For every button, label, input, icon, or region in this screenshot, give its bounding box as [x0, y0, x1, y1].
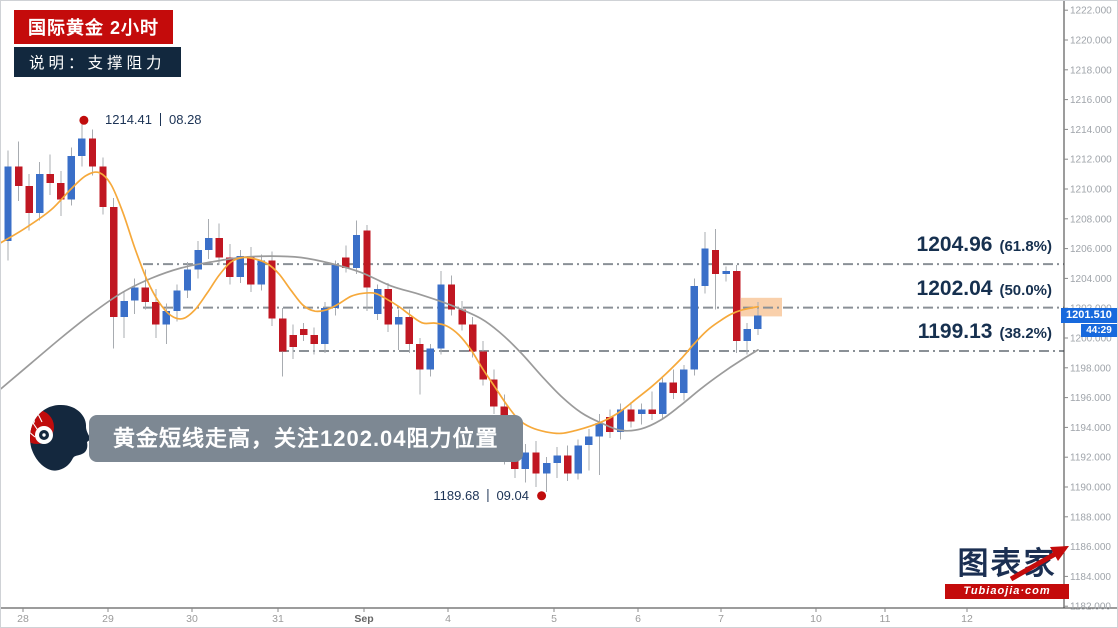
low-date: 09.04 [496, 488, 529, 503]
headline-banner: 黄金短线走高，关注1202.04阻力位置 [89, 415, 523, 462]
swing-high-annotation: 1214.41 08.28 [105, 111, 202, 129]
svg-text:29: 29 [102, 613, 114, 625]
svg-text:1208.000: 1208.000 [1070, 214, 1112, 225]
svg-text:5: 5 [551, 613, 557, 625]
fib-price: 1202.04 [916, 277, 993, 300]
y-axis-labels: 1222.000 1220.000 1218.000 1216.000 1214.000… [1064, 6, 1112, 613]
ma-slow-line [1, 255, 759, 432]
last-price-tag: 1201.510 [1061, 308, 1117, 323]
fib-price: 1199.13 [917, 320, 993, 343]
svg-text:Sep: Sep [354, 613, 373, 625]
analyst-avatar [30, 404, 92, 471]
svg-text:1182.000: 1182.000 [1070, 602, 1111, 613]
ma-fast-line [1, 171, 759, 435]
divider [487, 489, 489, 502]
instrument-timeframe-badge: 国际黄金 2小时 [14, 10, 174, 44]
svg-text:1190.000: 1190.000 [1070, 483, 1111, 494]
svg-text:1216.000: 1216.000 [1070, 95, 1112, 106]
svg-text:1186.000: 1186.000 [1070, 542, 1111, 553]
svg-text:1198.000: 1198.000 [1070, 363, 1111, 374]
high-date: 08.28 [169, 112, 202, 127]
svg-text:1206.000: 1206.000 [1070, 244, 1112, 255]
high-price: 1214.41 [105, 112, 152, 127]
swing-low-dot [537, 491, 547, 501]
fib-price: 1204.96 [916, 233, 993, 256]
svg-text:7: 7 [718, 613, 724, 625]
fib-percent: (50.0%) [999, 282, 1052, 299]
svg-text:1210.000: 1210.000 [1070, 185, 1112, 196]
svg-text:10: 10 [810, 613, 822, 625]
fib-level-61.8-label: 1204.96 (61.8%) [917, 232, 1052, 260]
swing-high-dot [79, 115, 89, 125]
divider [160, 113, 161, 126]
svg-text:1222.000: 1222.000 [1070, 6, 1112, 17]
up-arrow-icon [1009, 546, 1069, 582]
low-price: 1189.68 [433, 488, 480, 503]
brand-logo-domain: Tubiaojia·com [945, 584, 1069, 599]
x-axis-labels: 28 29 30 31 Sep 4 5 6 7 10 11 12 [17, 608, 973, 625]
svg-text:1220.000: 1220.000 [1070, 36, 1112, 47]
fib-percent: (38.2%) [999, 325, 1052, 342]
svg-text:1184.000: 1184.000 [1070, 572, 1111, 583]
swing-low-annotation: 1189.68 09.04 [433, 487, 529, 505]
svg-text:28: 28 [17, 613, 29, 625]
svg-text:1192.000: 1192.000 [1070, 453, 1111, 464]
fib-percent: (61.8%) [999, 238, 1052, 255]
fib-level-50.0-label: 1202.04 (50.0%) [917, 276, 1052, 304]
candlesticks [4, 123, 762, 492]
candle-countdown-timer: 44:29 [1081, 324, 1117, 337]
svg-text:1204.000: 1204.000 [1070, 274, 1112, 285]
svg-text:1212.000: 1212.000 [1070, 155, 1112, 166]
svg-text:1200.000: 1200.000 [1070, 334, 1112, 345]
note-badge: 说明：支撑阻力 [14, 47, 181, 77]
svg-text:30: 30 [186, 613, 198, 625]
brand-logo: 图表家 Tubiaojia·com [945, 546, 1069, 599]
resistance-highlight-zone [741, 297, 782, 317]
svg-text:11: 11 [880, 613, 891, 625]
svg-text:1188.000: 1188.000 [1070, 512, 1111, 523]
svg-text:1194.000: 1194.000 [1070, 423, 1111, 434]
svg-text:1196.000: 1196.000 [1070, 393, 1111, 404]
svg-text:6: 6 [635, 613, 641, 625]
svg-text:4: 4 [445, 613, 451, 625]
svg-text:1214.000: 1214.000 [1070, 125, 1112, 136]
svg-text:31: 31 [272, 613, 284, 625]
fib-level-38.2-label: 1199.13 (38.2%) [918, 319, 1052, 347]
svg-text:1218.000: 1218.000 [1070, 65, 1112, 76]
svg-text:12: 12 [961, 613, 973, 625]
